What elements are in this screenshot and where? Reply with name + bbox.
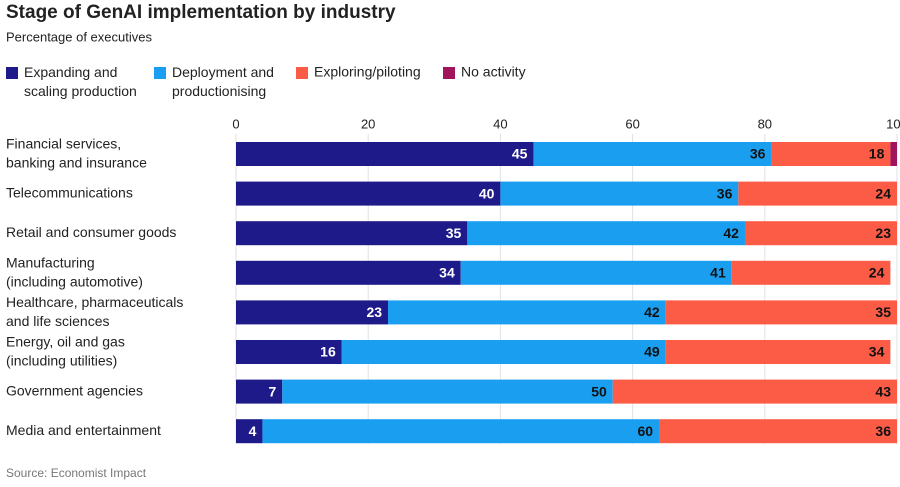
category-label: Government agencies: [6, 382, 143, 398]
data-label: 16: [320, 344, 336, 360]
bar-segment: [467, 221, 745, 246]
bar-segment: [500, 181, 739, 206]
category-label: Financial services, banking and insurance: [6, 135, 147, 170]
bar-segment: [738, 181, 897, 206]
category-label: Media and entertainment: [6, 422, 161, 438]
subtitle: Percentage of executives: [6, 29, 152, 44]
data-label: 4: [249, 423, 257, 439]
legend-swatch: [296, 67, 308, 79]
data-label: 36: [750, 146, 766, 162]
bar-segment: [282, 379, 613, 404]
x-tick-label: 80: [758, 116, 772, 131]
chart-title: Stage of GenAI implementation by industr…: [6, 2, 396, 23]
x-tick-label: 60: [625, 116, 639, 131]
data-label: 35: [446, 225, 462, 241]
legend-label: Deployment and productionising: [172, 64, 274, 99]
category-label: Manufacturing (including automotive): [6, 254, 143, 289]
data-label: 36: [717, 185, 733, 201]
data-label: 18: [869, 146, 885, 162]
bar-segment: [236, 340, 342, 364]
data-label: 35: [875, 304, 891, 320]
data-label: 60: [637, 423, 653, 439]
bar-segment: [744, 221, 897, 246]
data-label: 40: [479, 185, 495, 201]
data-label: 50: [591, 383, 607, 399]
x-tick-label: 0: [232, 116, 239, 131]
bar-segment: [388, 300, 666, 325]
legend-swatch: [6, 67, 18, 79]
bar-segment: [460, 260, 732, 285]
bar-segment: [262, 419, 660, 444]
category-label: Energy, oil and gas (including utilities): [6, 333, 125, 368]
bar-segment: [236, 419, 263, 444]
bar-segment: [236, 181, 501, 206]
data-label: 34: [869, 344, 885, 360]
bar-segment: [236, 221, 468, 246]
data-label: 42: [723, 225, 739, 241]
data-label: 49: [644, 344, 660, 360]
category-label: Telecommunications: [6, 184, 133, 200]
bar-segment: [665, 340, 891, 364]
data-label: 23: [875, 225, 891, 241]
legend-label: Exploring/piloting: [314, 64, 421, 80]
legend-swatch: [443, 67, 455, 79]
bar-segment: [731, 260, 891, 285]
bar-segment: [236, 260, 461, 285]
legend-label: Expanding and scaling production: [24, 64, 137, 99]
data-label: 23: [366, 304, 382, 320]
data-label: 24: [875, 185, 891, 201]
data-label: 24: [869, 265, 885, 281]
bar-segment: [612, 379, 897, 404]
category-label: Retail and consumer goods: [6, 224, 176, 240]
bar-segment: [236, 142, 534, 166]
bar-segment: [771, 142, 891, 166]
bar-segment: [533, 142, 772, 166]
data-label: 36: [875, 423, 891, 439]
bar-segment: [236, 379, 283, 404]
bar-segment: [665, 300, 897, 325]
bar-segment: [236, 300, 389, 325]
source: Source: Economist Impact: [6, 466, 147, 480]
x-tick-label: 20: [361, 116, 375, 131]
legend-swatch: [154, 67, 166, 79]
bar-segment: [659, 419, 897, 444]
data-label: 42: [644, 304, 660, 320]
data-label: 7: [268, 383, 276, 399]
legend-label: No activity: [461, 64, 526, 80]
data-label: 34: [439, 265, 455, 281]
bar-segment: [890, 142, 897, 166]
data-label: 45: [512, 146, 528, 162]
data-label: 41: [710, 265, 726, 281]
x-tick-label: 100: [886, 116, 900, 131]
x-tick-label: 40: [493, 116, 507, 131]
bar-segment: [341, 340, 666, 364]
data-label: 43: [875, 383, 891, 399]
category-label: Healthcare, pharmaceuticals and life scie…: [6, 294, 183, 329]
